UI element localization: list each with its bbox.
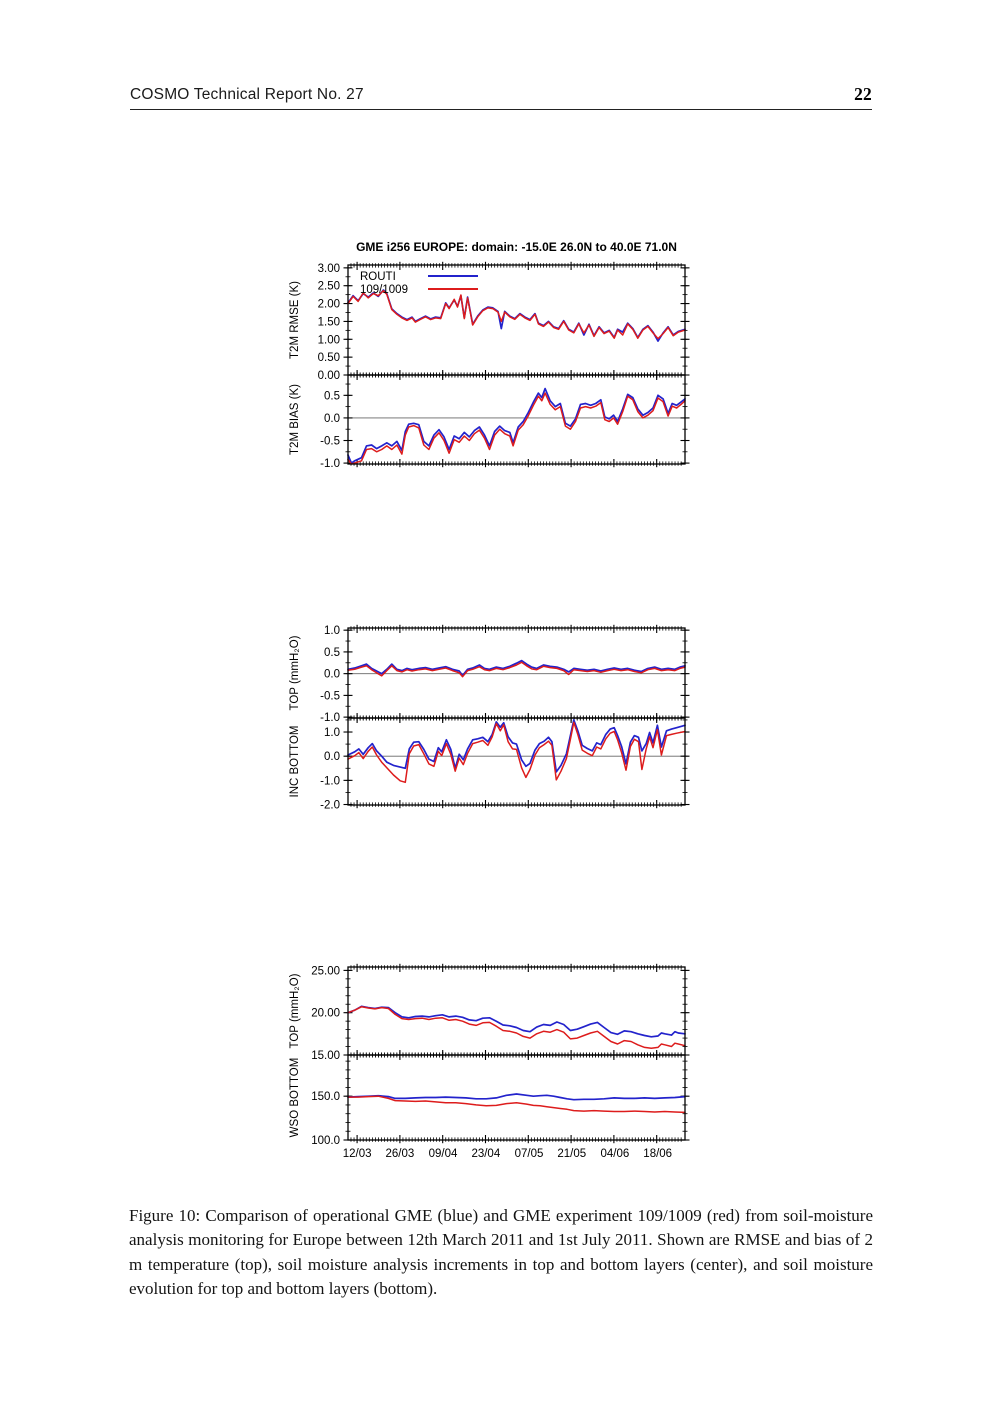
svg-text:1.0: 1.0	[324, 727, 340, 739]
svg-text:-0.5: -0.5	[320, 436, 340, 448]
header-rule	[130, 109, 872, 110]
running-title: COSMO Technical Report No. 27	[130, 86, 364, 103]
svg-text:26/03: 26/03	[386, 1148, 415, 1160]
svg-text:1.0: 1.0	[324, 625, 340, 637]
svg-text:0.5: 0.5	[324, 390, 340, 402]
svg-text:150.0: 150.0	[311, 1091, 340, 1103]
svg-text:15.00: 15.00	[311, 1050, 340, 1062]
svg-text:2.00: 2.00	[318, 299, 340, 311]
page-header: COSMO Technical Report No. 27 22	[130, 84, 872, 104]
svg-text:WSO BOTTOM: WSO BOTTOM	[289, 1058, 301, 1138]
svg-text:TOP (mmH₂O): TOP (mmH₂O)	[289, 973, 301, 1048]
svg-text:-2.0: -2.0	[320, 800, 340, 812]
svg-text:ROUTI: ROUTI	[360, 271, 396, 283]
svg-text:-1.0: -1.0	[320, 712, 340, 724]
svg-text:21/05: 21/05	[557, 1148, 586, 1160]
svg-text:04/06: 04/06	[601, 1148, 630, 1160]
figure-caption: Figure 10: Comparison of operational GME…	[129, 1206, 873, 1299]
svg-text:INC BOTTOM: INC BOTTOM	[289, 726, 301, 798]
svg-text:09/04: 09/04	[429, 1148, 458, 1160]
svg-text:-0.5: -0.5	[320, 690, 340, 702]
svg-text:0.0: 0.0	[324, 413, 340, 425]
svg-text:TOP (mmH₂O): TOP (mmH₂O)	[289, 635, 301, 710]
chart-block-t2m: GME i256 EUROPE: domain: -15.0E 26.0N to…	[289, 240, 690, 470]
svg-text:0.00: 0.00	[318, 370, 340, 382]
svg-text:18/06: 18/06	[643, 1148, 672, 1160]
svg-text:2.50: 2.50	[318, 281, 340, 293]
svg-text:T2M BIAS (K): T2M BIAS (K)	[289, 384, 301, 455]
svg-text:07/05: 07/05	[515, 1148, 544, 1160]
svg-text:0.50: 0.50	[318, 352, 340, 364]
svg-text:-1.0: -1.0	[320, 775, 340, 787]
svg-text:0.5: 0.5	[324, 647, 340, 659]
svg-text:100.0: 100.0	[311, 1135, 340, 1147]
svg-text:GME i256 EUROPE: domain: -15.0: GME i256 EUROPE: domain: -15.0E 26.0N to…	[356, 240, 677, 254]
chart-block-increments: 1.0 0.5 0.0 -0.5 -1.0 TOP (mmH₂O) 1.0 0.0 -1.0 -2…	[289, 624, 690, 812]
svg-text:1.50: 1.50	[318, 316, 340, 328]
svg-text:1.00: 1.00	[318, 334, 340, 346]
svg-text:3.00: 3.00	[318, 263, 340, 275]
svg-text:12/03: 12/03	[343, 1148, 372, 1160]
svg-text:T2M RMSE (K): T2M RMSE (K)	[289, 281, 301, 359]
chart-block-soil-moisture: 25.00 20.00 15.00 TOP (mmH₂O) 150.0 100.0 WSO …	[289, 963, 690, 1160]
svg-text:109/1009: 109/1009	[360, 284, 408, 296]
page-number: 22	[854, 84, 872, 104]
svg-text:-1.0: -1.0	[320, 458, 340, 470]
svg-text:0.0: 0.0	[324, 669, 340, 681]
svg-text:23/04: 23/04	[471, 1148, 500, 1160]
svg-text:20.00: 20.00	[311, 1008, 340, 1020]
svg-text:25.00: 25.00	[311, 965, 340, 977]
svg-text:0.0: 0.0	[324, 751, 340, 763]
